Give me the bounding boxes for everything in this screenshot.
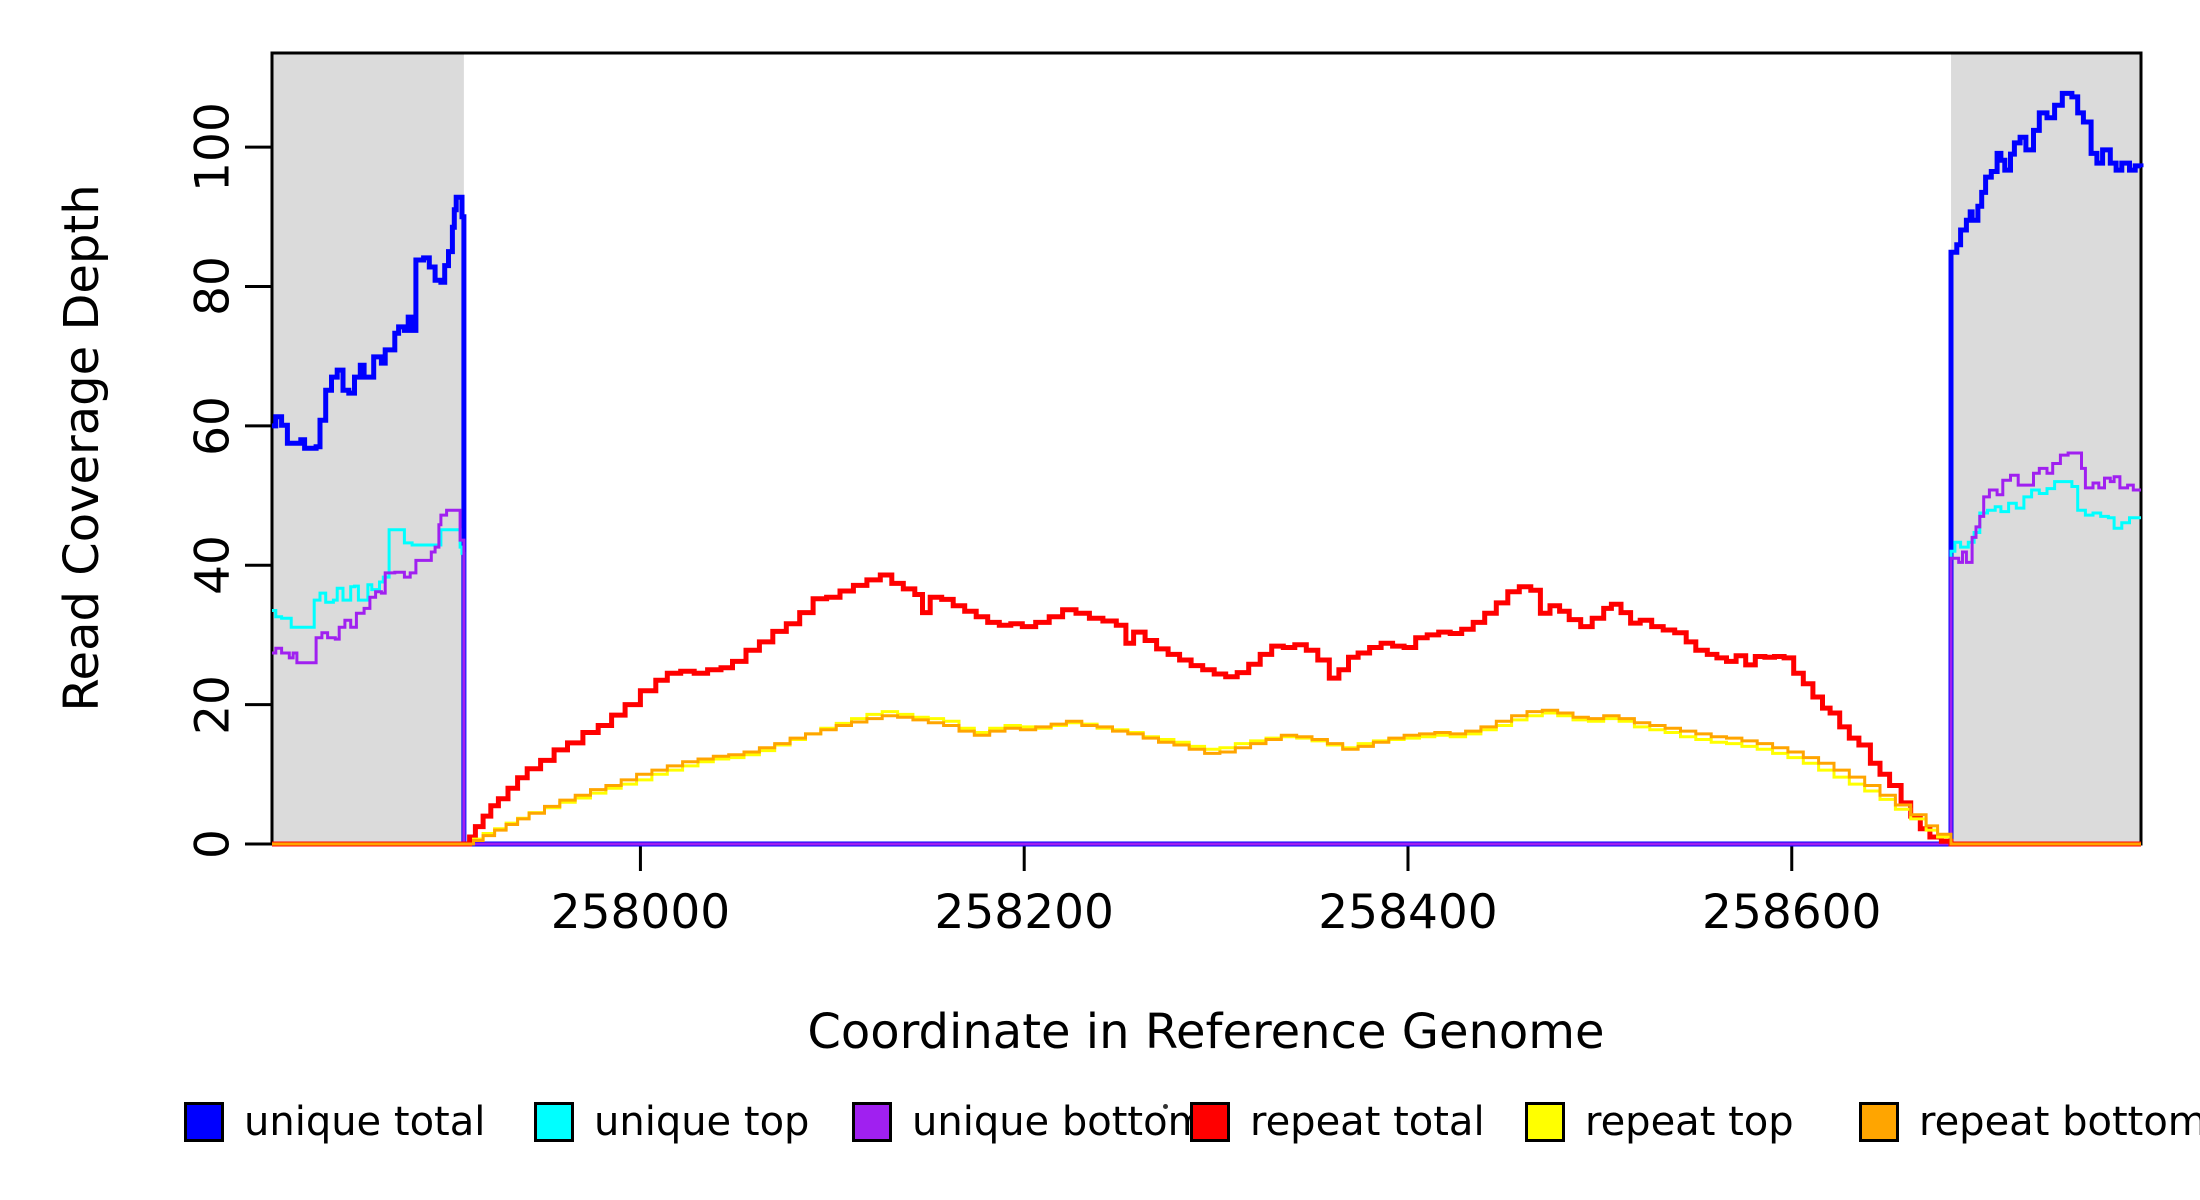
y-tick-label: 60 — [185, 395, 241, 456]
x-axis-title: Coordinate in Reference Genome — [807, 1004, 1605, 1060]
legend-item-repeat-total: repeat total — [1190, 1099, 1485, 1145]
legend-label: repeat bottom — [1919, 1099, 2200, 1145]
series-unique-total-line — [272, 90, 2144, 847]
x-tick-label: 258600 — [1702, 885, 1882, 940]
y-axis-title: Read Coverage Depth — [54, 184, 110, 712]
y-tick-label: 0 — [185, 829, 241, 859]
series-unique-top-line — [272, 480, 2141, 846]
y-tick-label: 40 — [185, 535, 241, 596]
legend-label: repeat total — [1250, 1099, 1485, 1145]
legend-swatch-repeat-bottom — [1859, 1102, 1899, 1142]
y-tick-label: 20 — [185, 674, 241, 735]
legend-item-unique-total: unique total — [184, 1099, 486, 1145]
legend-label: unique bottom — [912, 1099, 1207, 1145]
x-tick-label: 258000 — [550, 885, 731, 940]
legend-label: unique total — [244, 1099, 486, 1145]
legend-swatch-unique-top — [534, 1102, 574, 1142]
legend-label: unique top — [594, 1099, 810, 1145]
legend-swatch-repeat-total — [1190, 1102, 1230, 1142]
stray-dot — [1163, 1104, 1168, 1109]
shaded-region — [272, 53, 464, 844]
legend-item-unique-bottom: unique bottom — [852, 1099, 1207, 1145]
series-repeat-bottom-line — [272, 708, 2141, 846]
legend-item-repeat-top: repeat top — [1525, 1099, 1794, 1145]
shaded-region — [1951, 53, 2141, 844]
legend-swatch-unique-bottom — [852, 1102, 892, 1142]
x-tick-label: 258400 — [1318, 885, 1498, 940]
legend-swatch-unique-total — [184, 1102, 224, 1142]
legend-item-unique-top: unique top — [534, 1099, 810, 1145]
x-tick-label: 258200 — [934, 885, 1114, 940]
series-repeat-top-line — [272, 710, 2141, 846]
plot-border — [270, 51, 2143, 846]
y-tick-label: 80 — [185, 256, 241, 317]
series-repeat-total-line — [272, 572, 2141, 847]
y-tick-label: 100 — [185, 102, 241, 192]
legend-label: repeat top — [1585, 1099, 1794, 1145]
legend-swatch-repeat-top — [1525, 1102, 1565, 1142]
legend-item-repeat-bottom: repeat bottom — [1859, 1099, 2200, 1145]
